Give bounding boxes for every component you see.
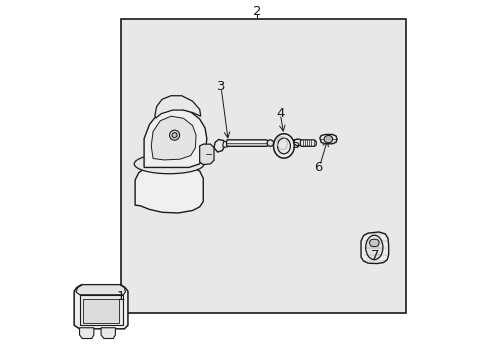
- Text: 1: 1: [116, 290, 125, 303]
- Ellipse shape: [266, 140, 273, 146]
- Polygon shape: [319, 134, 336, 144]
- Polygon shape: [74, 285, 128, 329]
- Polygon shape: [226, 140, 270, 146]
- Ellipse shape: [134, 154, 203, 174]
- Polygon shape: [300, 140, 316, 146]
- Polygon shape: [360, 232, 388, 264]
- Polygon shape: [135, 163, 203, 213]
- Polygon shape: [199, 144, 214, 165]
- Polygon shape: [214, 139, 224, 152]
- Ellipse shape: [273, 134, 294, 158]
- Text: 2: 2: [252, 5, 261, 18]
- Polygon shape: [293, 139, 301, 145]
- Text: 7: 7: [370, 249, 379, 262]
- Bar: [83, 300, 119, 323]
- Text: 5: 5: [292, 138, 300, 150]
- Ellipse shape: [169, 130, 179, 140]
- Ellipse shape: [324, 135, 332, 143]
- Ellipse shape: [365, 235, 382, 260]
- Polygon shape: [144, 108, 206, 167]
- Text: 6: 6: [313, 161, 322, 174]
- Polygon shape: [155, 96, 201, 118]
- Polygon shape: [76, 285, 125, 295]
- Polygon shape: [151, 116, 196, 160]
- Ellipse shape: [172, 133, 177, 138]
- Text: 4: 4: [276, 107, 284, 120]
- Ellipse shape: [277, 138, 290, 154]
- Polygon shape: [368, 239, 379, 247]
- Polygon shape: [101, 328, 115, 338]
- Polygon shape: [223, 141, 227, 147]
- Bar: [80, 295, 122, 325]
- Bar: [121, 19, 405, 313]
- Text: 3: 3: [217, 80, 225, 93]
- Polygon shape: [80, 328, 94, 338]
